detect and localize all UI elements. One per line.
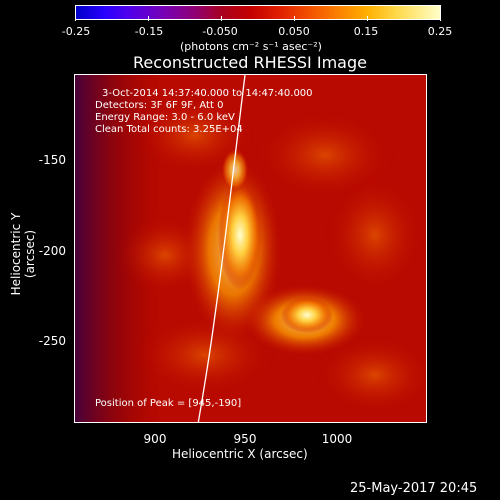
colorbar-tick-label: 0.25 <box>427 25 453 38</box>
y-axis-title: Heliocentric Y (arcsec) <box>9 212 37 296</box>
colorbar-tick-label: -0.15 <box>134 25 164 38</box>
colorbar-tick <box>148 16 149 21</box>
image-render <box>75 75 426 422</box>
colorbar-tick-label: -0.25 <box>61 25 91 38</box>
y-tick-label: -150 <box>38 153 66 167</box>
x-tick-label: 950 <box>233 432 257 446</box>
x-tick-label: 1000 <box>321 432 353 446</box>
y-tick-label: -200 <box>38 244 66 258</box>
colorbar-tick <box>75 16 76 21</box>
colorbar-tick-label: 0.050 <box>278 25 310 38</box>
colorbar-unit: (photons cm⁻² s⁻¹ asec⁻²) <box>180 40 322 53</box>
colorbar-tick-label: -0.050 <box>202 25 238 38</box>
detectors-label: Detectors: 3F 6F 9F, Att 0 <box>95 100 224 111</box>
colorbar-tick <box>367 16 368 21</box>
datestamp: 25-May-2017 20:45 <box>350 481 478 496</box>
colorbar-tick <box>294 16 295 21</box>
colorbar-tick <box>221 16 222 21</box>
colorbar-tick <box>440 16 441 21</box>
time-range-label: 3-Oct-2014 14:37:40.000 to 14:47:40.000 <box>102 88 313 99</box>
x-axis-title: Heliocentric X (arcsec) <box>172 447 308 461</box>
energy-range-label: Energy Range: 3.0 - 6.0 keV <box>95 112 235 123</box>
plot-title: Reconstructed RHESSI Image <box>133 53 367 72</box>
colorbar-axis: -0.25 -0.15 -0.050 0.050 0.15 0.25 <box>0 0 500 50</box>
peak-position-label: Position of Peak = [945,-190] <box>95 398 242 409</box>
rhessi-image: 3-Oct-2014 14:37:40.000 to 14:47:40.000 … <box>74 74 427 423</box>
colorbar <box>75 5 441 20</box>
colorbar-tick-label: 0.15 <box>353 25 379 38</box>
y-tick-label: -250 <box>38 334 66 348</box>
x-tick-label: 900 <box>143 432 167 446</box>
total-counts-label: Clean Total counts: 3.25E+04 <box>95 124 243 135</box>
